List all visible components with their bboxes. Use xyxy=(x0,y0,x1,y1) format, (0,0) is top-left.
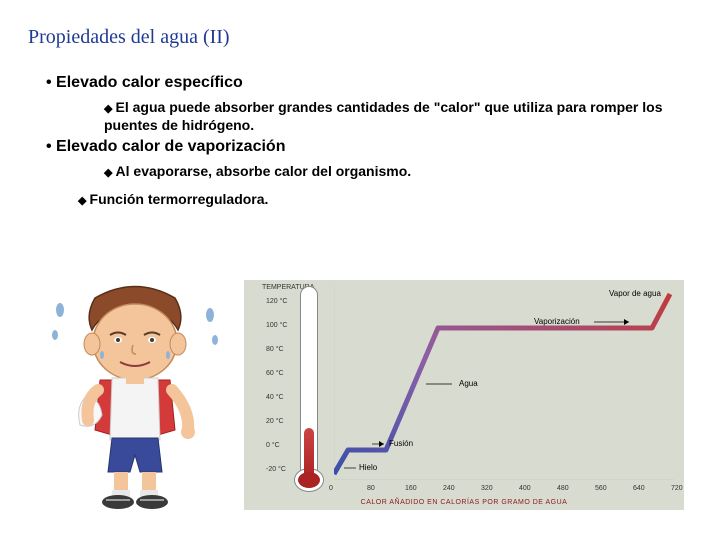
thermometer-fill-bulb xyxy=(298,472,320,488)
ytick: 20 °C xyxy=(266,418,284,425)
subbullet-absorbe-calor: El agua puede absorber grandes cantidade… xyxy=(104,98,700,134)
xtick: 160 xyxy=(405,485,417,492)
ytick: 100 °C xyxy=(266,322,287,329)
ytick: -20 °C xyxy=(266,466,286,473)
sweating-boy-illustration xyxy=(40,280,230,510)
content-block: Elevado calor específico El agua puede a… xyxy=(46,70,700,207)
ytick: 0 °C xyxy=(266,442,280,449)
ytick: 60 °C xyxy=(266,370,284,377)
subbullet-evaporarse: Al evaporarse, absorbe calor del organis… xyxy=(104,162,700,180)
ytick: 120 °C xyxy=(266,298,287,305)
ytick: 80 °C xyxy=(266,346,284,353)
chart-xlabel: CALOR AÑADIDO EN CALORÍAS POR GRAMO DE A… xyxy=(244,499,684,506)
label-agua: Agua xyxy=(459,379,478,388)
label-vapor: Vapor de agua xyxy=(609,289,661,298)
label-fusion: Fusión xyxy=(389,439,413,448)
label-hielo: Hielo xyxy=(359,463,378,472)
xtick: 400 xyxy=(519,485,531,492)
xtick: 0 xyxy=(329,485,333,492)
heating-curve-chart: TEMPERATURA xyxy=(244,280,684,510)
xtick: 560 xyxy=(595,485,607,492)
xtick: 480 xyxy=(557,485,569,492)
label-vaporizacion: Vaporización xyxy=(534,317,580,326)
bullet-calor-especifico: Elevado calor específico xyxy=(46,74,700,92)
slide-title: Propiedades del agua (II) xyxy=(28,26,230,49)
subbullet-termorreguladora: Función termorreguladora. xyxy=(78,191,700,207)
image-row: TEMPERATURA xyxy=(40,280,710,510)
xtick: 720 xyxy=(671,485,683,492)
xtick: 240 xyxy=(443,485,455,492)
xtick: 320 xyxy=(481,485,493,492)
ytick: 40 °C xyxy=(266,394,284,401)
xtick: 640 xyxy=(633,485,645,492)
chart-plot-area: Vapor de agua Vaporización Agua Fusión H… xyxy=(334,286,674,480)
bullet-vaporizacion: Elevado calor de vaporización xyxy=(46,138,700,156)
xtick: 80 xyxy=(367,485,375,492)
